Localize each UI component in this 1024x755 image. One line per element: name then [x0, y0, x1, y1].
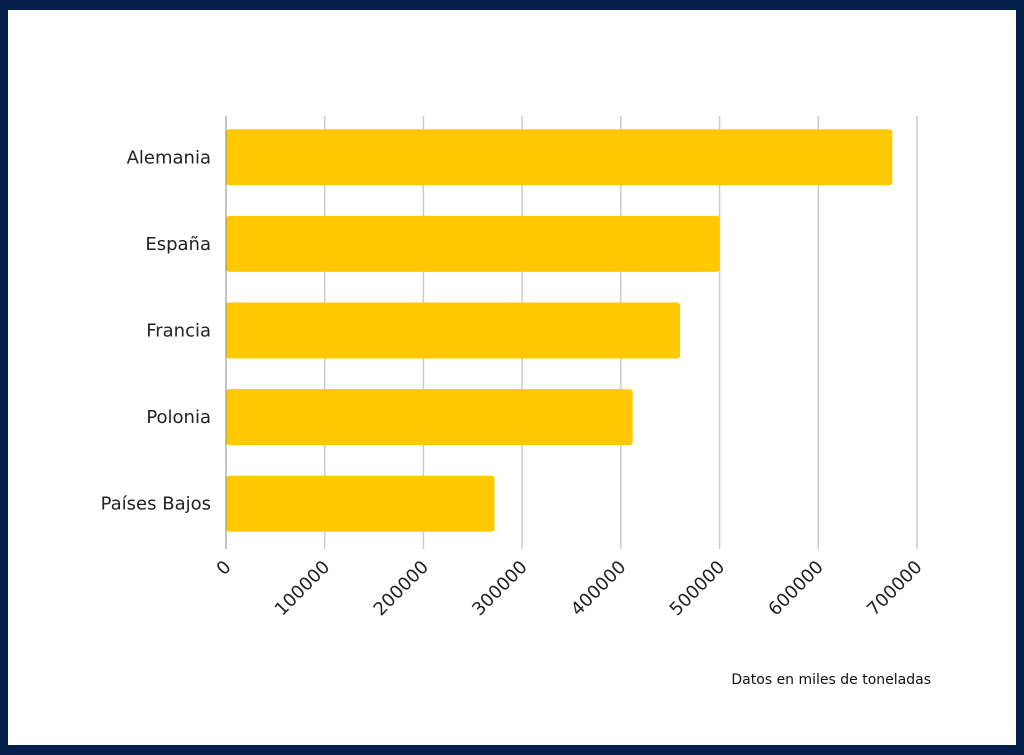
x-tick-label: 0 [213, 557, 236, 580]
x-tick-label: 300000 [468, 557, 531, 620]
bar [226, 302, 681, 359]
x-tick-label: 100000 [271, 557, 334, 620]
bar [226, 389, 633, 446]
x-tick-label: 200000 [370, 557, 433, 620]
x-tick-label: 700000 [863, 557, 926, 620]
x-tick-label: 400000 [567, 557, 630, 620]
bar [226, 129, 893, 186]
category-label: España [145, 234, 211, 255]
x-tick-label: 600000 [764, 557, 827, 620]
bar [226, 215, 720, 272]
bar [226, 475, 495, 532]
x-tick-label: 500000 [666, 557, 729, 620]
category-label: Alemania [127, 147, 211, 168]
category-label: Países Bajos [101, 494, 211, 515]
category-label: Francia [146, 321, 211, 342]
category-label: Polonia [146, 407, 211, 428]
units-note: Datos en miles de toneladas [731, 672, 931, 688]
